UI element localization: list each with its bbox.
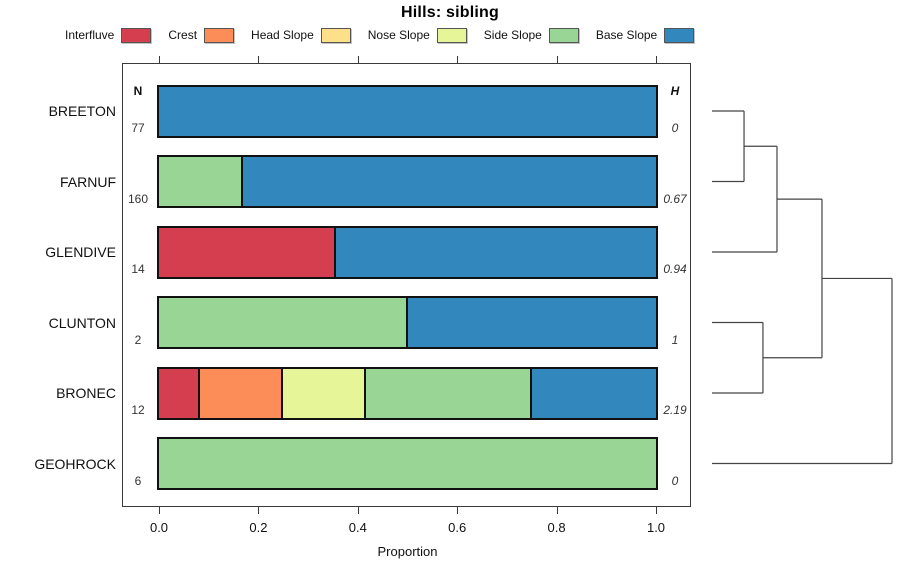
row-label: GEOHROCK [34, 455, 116, 472]
h-value: 0.67 [663, 191, 687, 206]
stacked-bar [157, 437, 658, 490]
x-axis-tick-top [258, 56, 260, 63]
bar-segment [283, 368, 367, 418]
h-value: 1 [671, 332, 679, 347]
legend-item: Base Slope [595, 27, 695, 43]
x-tick-label: 0.6 [448, 520, 467, 535]
x-tick-label: 0.4 [348, 520, 367, 535]
bar-segment [243, 157, 656, 206]
legend-color-swatch [204, 27, 235, 43]
legend-item-label: Nose Slope [367, 28, 430, 42]
bar-segment [531, 368, 656, 418]
x-axis-tick-bottom [556, 507, 558, 514]
chart-title: Hills: sibling [401, 4, 499, 21]
x-axis-tick-top [656, 56, 657, 63]
x-axis-tick-top [556, 56, 558, 63]
legend-color-swatch [320, 27, 351, 43]
row-label: GLENDIVE [45, 244, 116, 260]
n-value: 160 [127, 191, 149, 206]
row-label: CLUNTON [48, 314, 116, 331]
legend-item: Nose Slope [367, 27, 467, 43]
x-axis-tick-top [159, 56, 160, 63]
bar-segment [159, 439, 656, 488]
bar-segment [407, 298, 656, 347]
legend-item: Head Slope [251, 27, 351, 43]
legend-item-label: Crest [168, 28, 198, 42]
legend-color-swatch [436, 27, 467, 43]
x-tick-label: 0.0 [149, 520, 169, 535]
plot-area [122, 63, 691, 507]
bar-segment [159, 86, 656, 136]
n-value: 2 [134, 332, 142, 347]
x-tick-label: 1.0 [646, 520, 666, 535]
legend-color-swatch [664, 27, 695, 43]
n-value: 14 [131, 262, 145, 276]
h-value: 0 [671, 121, 679, 135]
x-axis-tick-bottom [457, 507, 459, 514]
bar-segment [200, 368, 284, 418]
h-column-header: H [670, 84, 680, 98]
n-column-header: N [133, 84, 143, 98]
bar-segment [159, 227, 337, 277]
legend-item-label: Base Slope [595, 28, 658, 42]
legend-item-label: Interfluve [65, 28, 115, 42]
row-label: BRONEC [56, 385, 116, 401]
x-tick-label: 0.8 [547, 520, 566, 535]
bar-segment [366, 368, 532, 418]
x-axis-tick-top [457, 56, 459, 63]
stacked-bar [157, 366, 658, 420]
stacked-bar [157, 155, 658, 208]
n-value: 6 [134, 473, 142, 488]
legend-item-label: Head Slope [251, 28, 314, 42]
legend: Interfluve Crest Head Slope Nose Slope Side … [65, 25, 695, 45]
n-value: 77 [131, 121, 145, 135]
h-value: 2.19 [663, 403, 687, 417]
x-axis-tick-bottom [357, 507, 359, 514]
stacked-bar [157, 296, 658, 349]
x-axis-tick-bottom [656, 507, 657, 514]
legend-item-label: Side Slope [483, 28, 542, 42]
n-value: 12 [131, 403, 145, 417]
bar-segment [159, 368, 201, 418]
legend-item: Crest [168, 27, 235, 43]
legend-color-swatch [121, 27, 152, 43]
x-axis-tick-bottom [159, 507, 160, 514]
bar-segment [159, 298, 408, 347]
x-axis-tick-bottom [258, 507, 260, 514]
row-label: FARNUF [60, 173, 116, 190]
legend-item: Side Slope [483, 27, 579, 43]
bar-segment [336, 227, 656, 277]
stacked-bar [157, 84, 658, 138]
h-value: 0 [671, 473, 679, 488]
x-axis-label: Proportion [377, 544, 438, 559]
x-axis-tick-top [357, 56, 359, 63]
x-tick-label: 0.2 [249, 520, 268, 535]
h-value: 0.94 [663, 262, 687, 276]
legend-color-swatch [548, 27, 579, 43]
stacked-bar [157, 225, 658, 279]
legend-item: Interfluve [65, 27, 152, 43]
row-label: BREETON [48, 103, 116, 119]
bar-segment [159, 157, 244, 206]
